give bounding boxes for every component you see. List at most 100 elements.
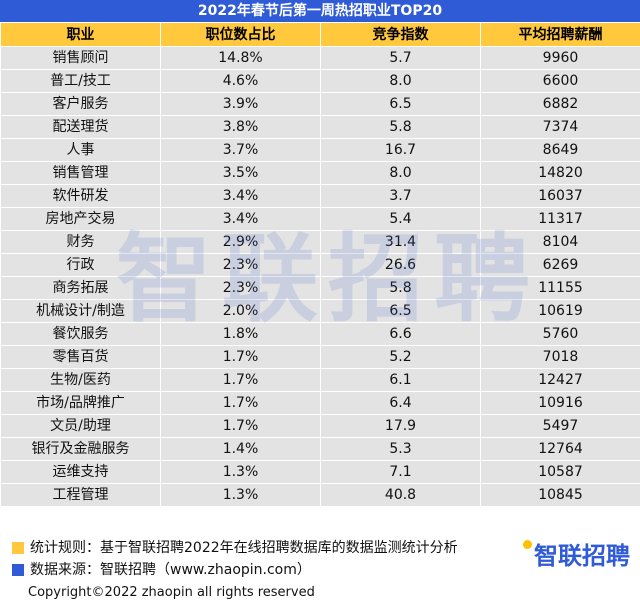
cell-occupation: 生物/医药 bbox=[0, 368, 161, 392]
copyright: Copyright©2022 zhaopin all rights reserv… bbox=[28, 585, 315, 600]
table-row: 销售顾问 14.8% 5.7 9960 bbox=[0, 46, 640, 70]
rule-note: 统计规则：基于智联招聘2022年在线招聘数据库的数据监测统计分析 bbox=[12, 538, 458, 558]
table-row: 配送理货 3.8% 5.8 7374 bbox=[0, 115, 640, 139]
table-row: 运维支持 1.3% 7.1 10587 bbox=[0, 460, 640, 484]
cell-share: 1.3% bbox=[160, 460, 321, 484]
header-share: 职位数占比 bbox=[160, 22, 321, 47]
cell-salary: 9960 bbox=[480, 46, 640, 70]
cell-occupation: 财务 bbox=[0, 230, 161, 254]
cell-competition: 5.2 bbox=[320, 345, 481, 369]
cell-occupation: 零售百货 bbox=[0, 345, 161, 369]
cell-competition: 16.7 bbox=[320, 138, 481, 162]
cell-salary: 6269 bbox=[480, 253, 640, 277]
cell-competition: 5.3 bbox=[320, 437, 481, 461]
cell-salary: 10845 bbox=[480, 483, 640, 507]
cell-salary: 11155 bbox=[480, 276, 640, 300]
cell-share: 4.6% bbox=[160, 69, 321, 93]
cell-occupation: 运维支持 bbox=[0, 460, 161, 484]
cell-salary: 7374 bbox=[480, 115, 640, 139]
cell-salary: 10587 bbox=[480, 460, 640, 484]
cell-competition: 8.0 bbox=[320, 161, 481, 185]
cell-salary: 11317 bbox=[480, 207, 640, 231]
cell-salary: 14820 bbox=[480, 161, 640, 185]
cell-salary: 7018 bbox=[480, 345, 640, 369]
cell-share: 1.7% bbox=[160, 368, 321, 392]
cell-competition: 6.5 bbox=[320, 92, 481, 116]
cell-salary: 10619 bbox=[480, 299, 640, 323]
table-row: 生物/医药 1.7% 6.1 12427 bbox=[0, 368, 640, 392]
cell-occupation: 普工/技工 bbox=[0, 69, 161, 93]
cell-occupation: 人事 bbox=[0, 138, 161, 162]
cell-occupation: 软件研发 bbox=[0, 184, 161, 208]
cell-competition: 40.8 bbox=[320, 483, 481, 507]
table-row: 工程管理 1.3% 40.8 10845 bbox=[0, 483, 640, 507]
cell-competition: 5.8 bbox=[320, 115, 481, 139]
brand-text: 智联招聘 bbox=[534, 542, 630, 570]
cell-competition: 31.4 bbox=[320, 230, 481, 254]
cell-share: 1.7% bbox=[160, 345, 321, 369]
table-row: 房地产交易 3.4% 5.4 11317 bbox=[0, 207, 640, 231]
table-row: 人事 3.7% 16.7 8649 bbox=[0, 138, 640, 162]
table-row: 机械设计/制造 2.0% 6.5 10619 bbox=[0, 299, 640, 323]
header-occupation: 职业 bbox=[0, 22, 161, 47]
cell-share: 2.9% bbox=[160, 230, 321, 254]
cell-competition: 5.7 bbox=[320, 46, 481, 70]
jobs-table: 职业 职位数占比 竞争指数 平均招聘薪酬 销售顾问 14.8% 5.7 9960 普工/… bbox=[0, 22, 640, 507]
cell-competition: 26.6 bbox=[320, 253, 481, 277]
footer: 统计规则：基于智联招聘2022年在线招聘数据库的数据监测统计分析 数据来源：智联… bbox=[0, 530, 640, 606]
cell-occupation: 销售管理 bbox=[0, 161, 161, 185]
cell-share: 3.5% bbox=[160, 161, 321, 185]
source-text: 数据来源：智联招聘（www.zhaopin.com） bbox=[30, 562, 311, 578]
cell-share: 3.8% bbox=[160, 115, 321, 139]
cell-occupation: 文员/助理 bbox=[0, 414, 161, 438]
cell-salary: 12427 bbox=[480, 368, 640, 392]
cell-salary: 5760 bbox=[480, 322, 640, 346]
cell-salary: 16037 bbox=[480, 184, 640, 208]
cell-share: 3.4% bbox=[160, 184, 321, 208]
table-row: 客户服务 3.9% 6.5 6882 bbox=[0, 92, 640, 116]
cell-salary: 5497 bbox=[480, 414, 640, 438]
brand-logo: 智联招聘 bbox=[523, 536, 630, 571]
cell-competition: 6.4 bbox=[320, 391, 481, 415]
yellow-square-icon bbox=[12, 542, 24, 554]
cell-competition: 7.1 bbox=[320, 460, 481, 484]
table-row: 行政 2.3% 26.6 6269 bbox=[0, 253, 640, 277]
cell-occupation: 配送理货 bbox=[0, 115, 161, 139]
cell-share: 3.9% bbox=[160, 92, 321, 116]
cell-share: 1.8% bbox=[160, 322, 321, 346]
cell-occupation: 银行及金融服务 bbox=[0, 437, 161, 461]
cell-share: 2.3% bbox=[160, 253, 321, 277]
cell-share: 2.0% bbox=[160, 299, 321, 323]
cell-share: 3.7% bbox=[160, 138, 321, 162]
table-row: 商务拓展 2.3% 5.8 11155 bbox=[0, 276, 640, 300]
header-salary: 平均招聘薪酬 bbox=[480, 22, 640, 47]
cell-salary: 8104 bbox=[480, 230, 640, 254]
table-row: 银行及金融服务 1.4% 5.3 12764 bbox=[0, 437, 640, 461]
cell-occupation: 销售顾问 bbox=[0, 46, 161, 70]
cell-competition: 17.9 bbox=[320, 414, 481, 438]
cell-salary: 6882 bbox=[480, 92, 640, 116]
table-title: 2022年春节后第一周热招职业TOP20 bbox=[0, 0, 640, 22]
cell-salary: 6600 bbox=[480, 69, 640, 93]
cell-competition: 5.4 bbox=[320, 207, 481, 231]
cell-occupation: 市场/品牌推广 bbox=[0, 391, 161, 415]
cell-share: 1.7% bbox=[160, 414, 321, 438]
cell-share: 2.3% bbox=[160, 276, 321, 300]
cell-occupation: 商务拓展 bbox=[0, 276, 161, 300]
table-row: 普工/技工 4.6% 8.0 6600 bbox=[0, 69, 640, 93]
rule-text: 统计规则：基于智联招聘2022年在线招聘数据库的数据监测统计分析 bbox=[30, 540, 458, 556]
header-competition: 竞争指数 bbox=[320, 22, 481, 47]
cell-occupation: 机械设计/制造 bbox=[0, 299, 161, 323]
table-row: 市场/品牌推广 1.7% 6.4 10916 bbox=[0, 391, 640, 415]
cell-salary: 8649 bbox=[480, 138, 640, 162]
table-row: 财务 2.9% 31.4 8104 bbox=[0, 230, 640, 254]
table-row: 餐饮服务 1.8% 6.6 5760 bbox=[0, 322, 640, 346]
cell-competition: 6.6 bbox=[320, 322, 481, 346]
cell-share: 1.4% bbox=[160, 437, 321, 461]
cell-salary: 12764 bbox=[480, 437, 640, 461]
table-row: 销售管理 3.5% 8.0 14820 bbox=[0, 161, 640, 185]
cell-occupation: 餐饮服务 bbox=[0, 322, 161, 346]
cell-occupation: 房地产交易 bbox=[0, 207, 161, 231]
cell-competition: 6.1 bbox=[320, 368, 481, 392]
cell-competition: 5.8 bbox=[320, 276, 481, 300]
